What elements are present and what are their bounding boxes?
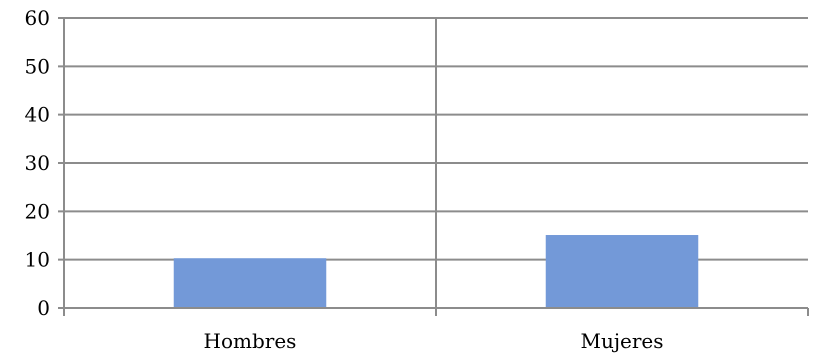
bars — [173, 235, 699, 308]
axes — [58, 18, 809, 316]
y-tick-label: 10 — [25, 248, 50, 272]
x-tick-labels: Hombres Mujeres — [204, 329, 664, 353]
y-tick-label: 20 — [25, 199, 50, 223]
x-tick-label: Mujeres — [580, 329, 663, 353]
y-tick-labels: 0 10 20 30 40 50 60 — [25, 6, 50, 320]
y-tick-label: 60 — [25, 6, 50, 30]
bar-mujeres — [545, 235, 699, 308]
y-tick-label: 0 — [37, 296, 50, 320]
bar-hombres — [173, 258, 327, 308]
y-tick-label: 50 — [25, 54, 50, 78]
x-tick-label: Hombres — [204, 329, 297, 353]
y-tick-label: 40 — [25, 103, 50, 127]
y-tick-label: 30 — [25, 151, 50, 175]
